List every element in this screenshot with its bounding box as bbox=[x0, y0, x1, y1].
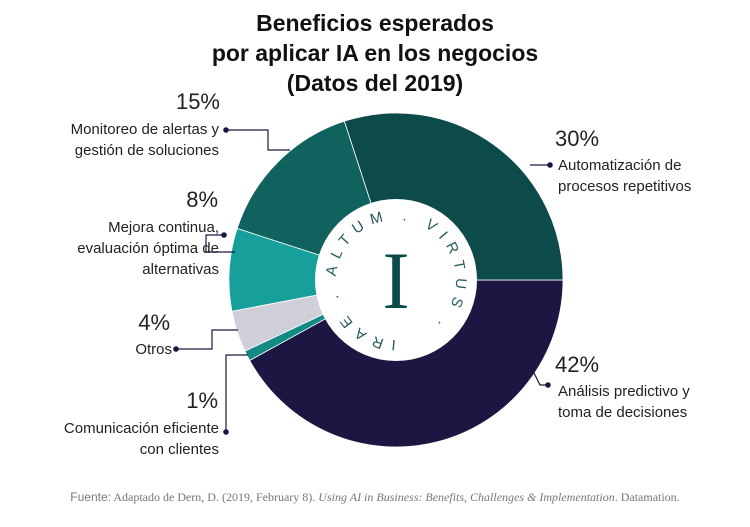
leader-dot-1 bbox=[545, 382, 551, 388]
label-mejora: Mejora continua, evaluación óptima de alte… bbox=[77, 219, 219, 278]
leader-dot-5 bbox=[223, 429, 229, 435]
donut-hole bbox=[315, 199, 477, 361]
leader-line-2 bbox=[226, 129, 290, 151]
leader-dot-0 bbox=[547, 162, 553, 168]
leader-dot-2 bbox=[223, 127, 229, 133]
leader-line-3 bbox=[205, 234, 235, 253]
pct-label-monitoreo: 15% bbox=[175, 89, 220, 114]
pct-label-automatizacion: 30% bbox=[555, 126, 600, 151]
leader-line-4 bbox=[176, 329, 238, 350]
pct-label-comunicacion: 1% bbox=[186, 388, 218, 413]
pct-label-mejora: 8% bbox=[186, 187, 218, 212]
title-line-1: Beneficios esperados bbox=[256, 10, 494, 36]
label-automatizacion: Automatización de procesos repetitivos bbox=[558, 157, 692, 195]
title-line-2: por aplicar IA en los negocios bbox=[211, 40, 539, 66]
chart-title: Beneficios esperados por aplicar IA en l… bbox=[0, 8, 750, 98]
pct-label-analisis: 42% bbox=[555, 352, 600, 377]
label-otros: Otros bbox=[135, 341, 172, 358]
label-monitoreo: Monitoreo de alertas y gestión de solucio… bbox=[70, 121, 219, 159]
label-comunicacion: Comunicación eficiente con clientes bbox=[63, 420, 219, 458]
leader-dot-3 bbox=[221, 232, 227, 238]
source-citation: Fuente: Adaptado de Dern, D. (2019, Febr… bbox=[70, 490, 680, 504]
leader-line-5 bbox=[225, 354, 248, 432]
title-line-3: (Datos del 2019) bbox=[286, 70, 464, 96]
label-analisis: Análisis predictivo y toma de decisiones bbox=[558, 383, 690, 421]
logo-letter: I bbox=[382, 235, 409, 326]
leader-dot-4 bbox=[173, 346, 179, 352]
pct-label-otros: 4% bbox=[138, 310, 170, 335]
